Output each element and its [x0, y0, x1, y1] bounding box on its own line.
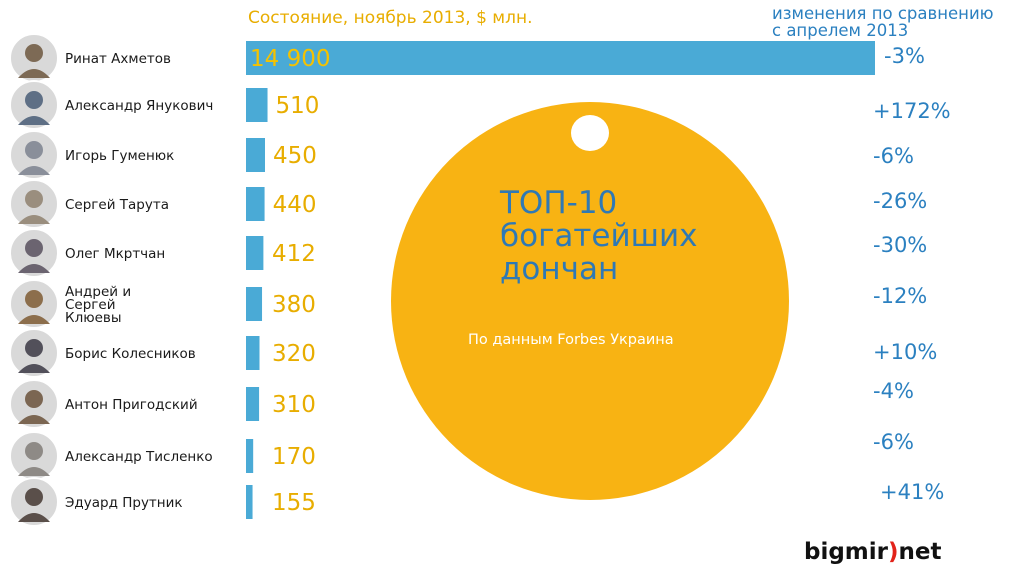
change-label-2: +172%: [873, 99, 951, 123]
avatar-head-8: [25, 390, 43, 408]
name-label-2: Александр Янукович: [65, 98, 213, 114]
avatar-head-7: [25, 339, 43, 357]
value-label-3: 450: [273, 143, 317, 169]
logo-mark: ): [888, 539, 899, 565]
avatar-head-1: [25, 44, 43, 62]
bar-4: [246, 187, 265, 221]
name-label-3: Игорь Гуменюк: [65, 148, 174, 164]
bar-10: [246, 485, 253, 519]
disk-hole: [571, 115, 609, 151]
logo-left-text: bigmir: [804, 539, 889, 565]
value-label-10: 155: [272, 490, 316, 516]
avatar-shoulders-1: [18, 69, 50, 78]
name-label-4: Сергей Тарута: [65, 197, 169, 213]
value-label-6: 380: [272, 292, 316, 318]
bar-5: [246, 236, 264, 270]
name-label-7: Борис Колесников: [65, 346, 196, 362]
change-header-line-1: изменения по сравнению: [772, 4, 994, 23]
value-label-1: 14 900: [250, 46, 330, 72]
change-column-header: изменения по сравнению с апрелем 2013: [772, 5, 994, 39]
name-label-1: Ринат Ахметов: [65, 51, 171, 67]
value-label-9: 170: [272, 444, 316, 470]
name-label-8: Антон Пригодский: [65, 397, 198, 413]
avatar-shoulders-8: [18, 415, 50, 424]
change-label-10: +41%: [880, 480, 944, 504]
name-line-6-2: Сергей: [65, 297, 115, 313]
avatar-shoulders-2: [18, 116, 50, 125]
name-label-9: Александр Тисленко: [65, 449, 213, 465]
avatar-head-10: [25, 488, 43, 506]
avatar-head-9: [25, 442, 43, 460]
disk-title: ТОП-10 богатейших дончан: [500, 187, 698, 286]
name-line-8-1: Антон Пригодский: [65, 397, 198, 413]
value-label-8: 310: [272, 392, 316, 418]
avatar-shoulders-6: [18, 315, 50, 324]
change-label-5: -30%: [873, 233, 927, 257]
avatar-shoulders-7: [18, 364, 50, 373]
avatar-shoulders-5: [18, 264, 50, 273]
change-label-8: -4%: [873, 379, 914, 403]
change-label-1: -3%: [884, 44, 925, 68]
avatar-shoulders-10: [18, 513, 50, 522]
state-column-header: Состояние, ноябрь 2013, $ млн.: [248, 8, 533, 28]
bar-2: [246, 88, 268, 122]
change-label-4: -26%: [873, 189, 927, 213]
change-label-6: -12%: [873, 284, 927, 308]
name-line-6-3: Клюевы: [65, 310, 122, 326]
disk-title-line-1: ТОП-10: [500, 185, 618, 221]
bar-6: [246, 287, 263, 321]
bar-3: [246, 138, 265, 172]
change-label-7: +10%: [873, 340, 937, 364]
avatar-head-3: [25, 141, 43, 159]
name-line-2-1: Александр Янукович: [65, 98, 213, 114]
value-label-2: 510: [276, 93, 320, 119]
disk-title-line-3: дончан: [500, 251, 619, 287]
change-label-3: -6%: [873, 144, 914, 168]
name-line-7-1: Борис Колесников: [65, 346, 196, 362]
avatar-shoulders-4: [18, 215, 50, 224]
change-header-line-2: с апрелем 2013: [772, 21, 909, 40]
name-line-6-1: Андрей и: [65, 284, 131, 300]
disk-title-line-2: богатейших: [500, 218, 698, 254]
center-disk: [391, 102, 789, 500]
avatar-head-5: [25, 239, 43, 257]
name-line-3-1: Игорь Гуменюк: [65, 148, 174, 164]
bar-8: [246, 387, 260, 421]
name-line-5-1: Олег Мкртчан: [65, 246, 165, 262]
name-line-1-1: Ринат Ахметов: [65, 51, 171, 67]
name-label-10: Эдуард Прутник: [65, 495, 183, 511]
avatar-shoulders-9: [18, 467, 50, 476]
name-line-4-1: Сергей Тарута: [65, 197, 169, 213]
value-label-5: 412: [272, 241, 316, 267]
name-line-9-1: Александр Тисленко: [65, 449, 213, 465]
avatar-head-6: [25, 290, 43, 308]
name-label-6: Андрей и Сергей Клюевы: [65, 284, 131, 326]
bar-1: [246, 41, 875, 75]
change-label-9: -6%: [873, 430, 914, 454]
value-label-4: 440: [273, 192, 317, 218]
bigmir-logo: bigmir)net: [804, 539, 942, 565]
logo-right-text: net: [898, 539, 942, 565]
bar-9: [246, 439, 254, 473]
avatar-shoulders-3: [18, 166, 50, 175]
avatar-head-4: [25, 190, 43, 208]
value-label-7: 320: [272, 341, 316, 367]
name-label-5: Олег Мкртчан: [65, 246, 165, 262]
bar-7: [246, 336, 260, 370]
source-note: По данным Forbes Украина: [468, 332, 674, 348]
avatar-head-2: [25, 91, 43, 109]
name-line-10-1: Эдуард Прутник: [65, 495, 183, 511]
